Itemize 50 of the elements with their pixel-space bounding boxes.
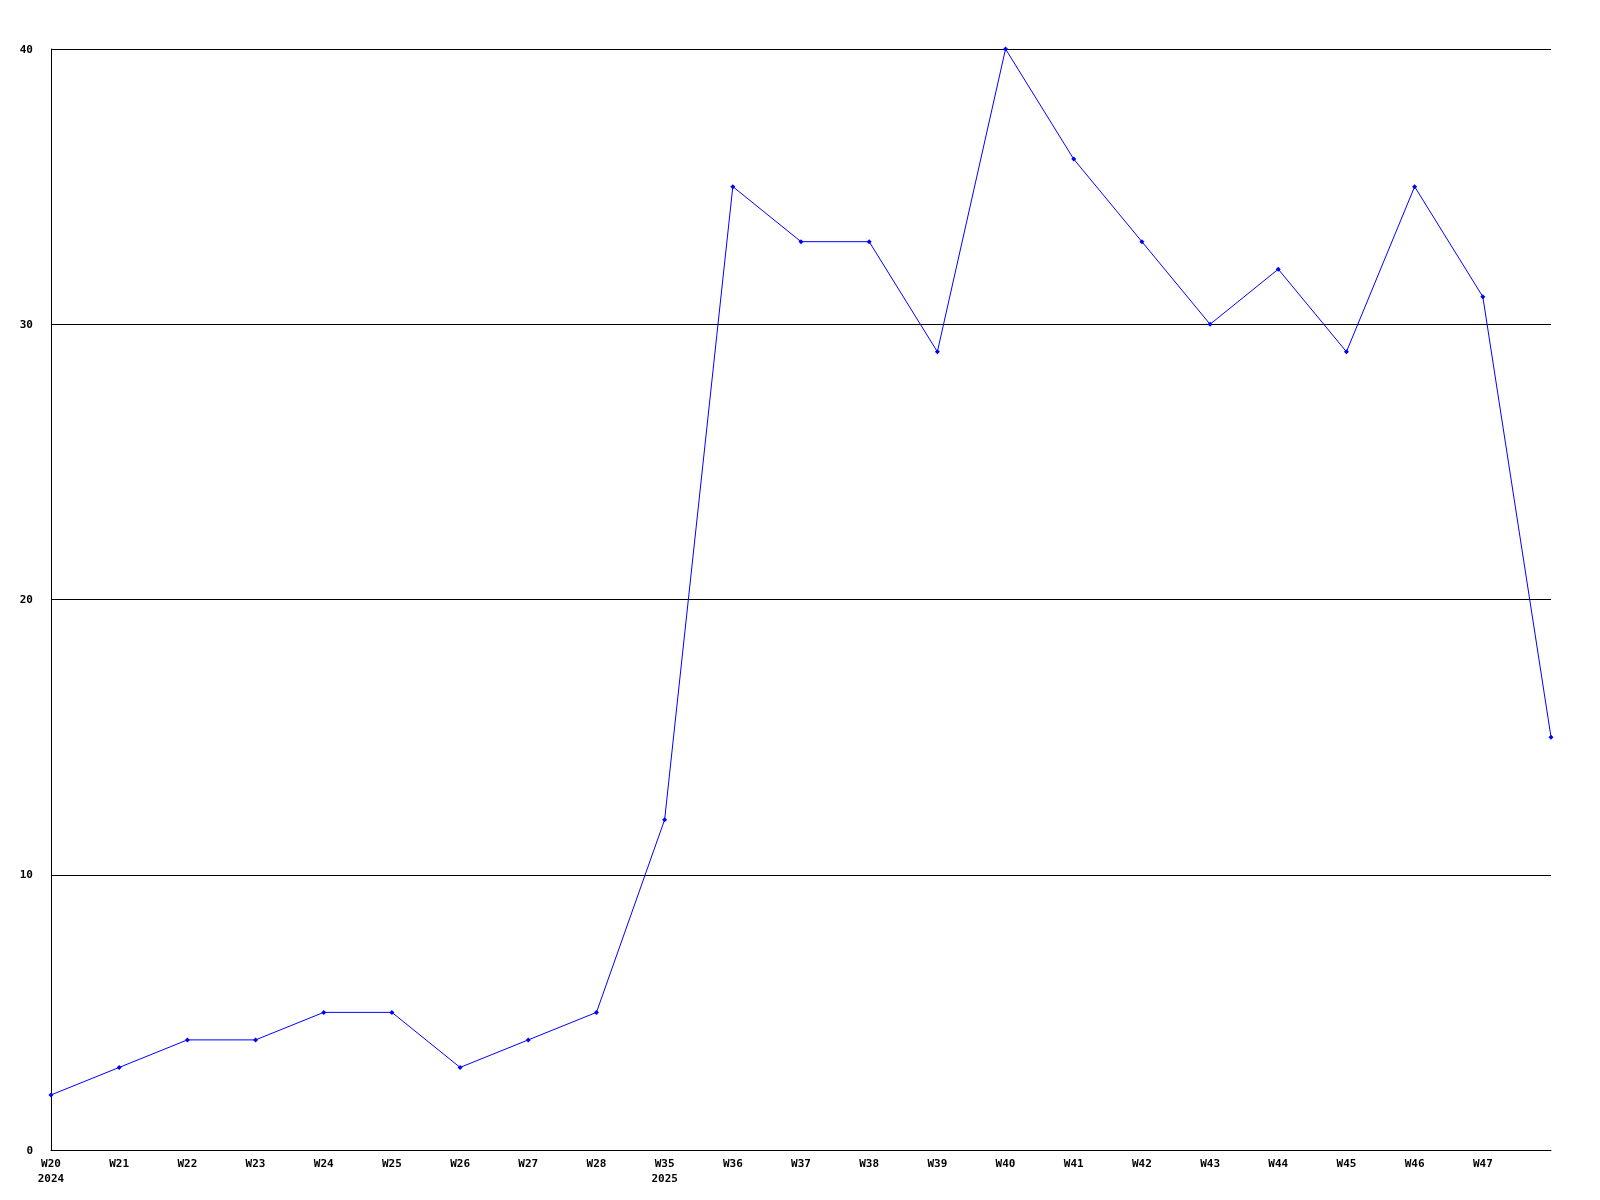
x-tick-label: W20 2024	[37, 1157, 65, 1185]
x-tick-label: W25	[381, 1157, 402, 1170]
point	[253, 1037, 259, 1043]
point	[730, 184, 736, 190]
point	[457, 1064, 463, 1070]
point	[1071, 156, 1077, 162]
point	[798, 239, 804, 245]
point	[662, 817, 668, 823]
x-tick-label: W43	[1200, 1157, 1221, 1170]
point	[321, 1009, 327, 1015]
point	[934, 349, 940, 355]
y-tick-label: 30	[19, 317, 33, 331]
x-tick-label: W23	[245, 1157, 266, 1170]
x-tick-label: W46	[1404, 1157, 1425, 1170]
point	[389, 1009, 395, 1015]
x-tick-label: W24	[313, 1157, 335, 1170]
point	[866, 239, 872, 245]
x-tick-label: W42	[1131, 1157, 1152, 1170]
x-tick-label: W21	[109, 1157, 130, 1170]
x-tick-label: W44	[1268, 1157, 1289, 1170]
y-tick-label: 40	[19, 42, 33, 56]
point	[1480, 294, 1486, 300]
x-tick-label: W47	[1472, 1157, 1493, 1170]
y-tick-label: 0	[26, 1143, 33, 1157]
point	[184, 1037, 190, 1043]
point	[1275, 266, 1281, 272]
x-tick-label: W28	[586, 1157, 607, 1170]
point	[525, 1037, 531, 1043]
point	[1207, 321, 1213, 327]
x-tick-label: W45	[1336, 1157, 1357, 1170]
x-tick-label: W26	[450, 1157, 471, 1170]
point	[1139, 239, 1145, 245]
point	[1343, 349, 1349, 355]
x-tick-label: W39	[927, 1157, 948, 1170]
x-tick-label: W27	[518, 1157, 539, 1170]
point	[593, 1009, 599, 1015]
x-tick-label: W40	[995, 1157, 1016, 1170]
y-tick-label: 10	[19, 868, 33, 882]
point	[1548, 734, 1554, 740]
x-tick-label: W37	[791, 1157, 811, 1170]
y-tick-label: 20	[19, 593, 33, 606]
x-tick-label: W22	[177, 1157, 198, 1170]
x-tick-label: W41	[1063, 1157, 1085, 1170]
point	[1412, 184, 1418, 190]
x-tick-label: W35 2025	[651, 1157, 678, 1185]
x-tick-label: W36	[722, 1157, 744, 1170]
point	[1003, 46, 1009, 52]
x-tick-label: W38	[859, 1157, 880, 1170]
point	[116, 1064, 122, 1070]
point	[48, 1092, 54, 1098]
